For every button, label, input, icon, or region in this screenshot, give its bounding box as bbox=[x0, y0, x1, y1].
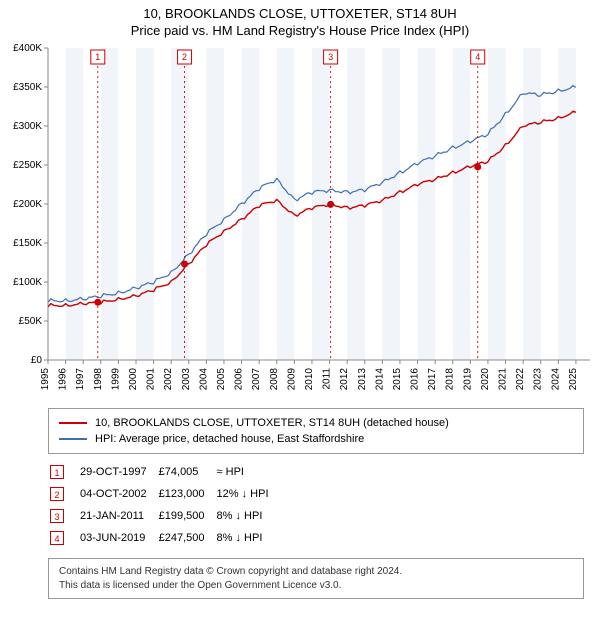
svg-text:£150K: £150K bbox=[13, 238, 42, 249]
svg-text:2022: 2022 bbox=[515, 368, 526, 391]
svg-text:1999: 1999 bbox=[110, 368, 121, 391]
svg-text:2005: 2005 bbox=[216, 368, 227, 391]
sale-date: 03-JUN-2019 bbox=[80, 528, 157, 548]
svg-text:2006: 2006 bbox=[234, 368, 245, 391]
svg-text:2010: 2010 bbox=[304, 368, 315, 391]
svg-text:£0: £0 bbox=[31, 355, 43, 366]
svg-text:1996: 1996 bbox=[58, 368, 69, 391]
svg-text:£250K: £250K bbox=[13, 160, 42, 171]
svg-text:2020: 2020 bbox=[480, 368, 491, 391]
svg-text:1995: 1995 bbox=[40, 368, 51, 391]
svg-text:2015: 2015 bbox=[392, 368, 403, 391]
sale-price: £247,500 bbox=[159, 528, 215, 548]
svg-text:£300K: £300K bbox=[13, 121, 42, 132]
table-row: 1 29-OCT-1997£74,005≈ HPI bbox=[50, 462, 279, 482]
svg-text:2001: 2001 bbox=[146, 368, 157, 391]
sale-delta: 12% ↓ HPI bbox=[217, 484, 279, 504]
sale-price: £199,500 bbox=[159, 506, 215, 526]
sale-date: 21-JAN-2011 bbox=[80, 506, 157, 526]
sale-delta: 8% ↓ HPI bbox=[217, 528, 279, 548]
legend: 10, BROOKLANDS CLOSE, UTTOXETER, ST14 8U… bbox=[48, 408, 584, 454]
line-chart: £0 £50K £100K £150K £200K £250K £300K £350K £400… bbox=[0, 40, 600, 400]
title-address: 10, BROOKLANDS CLOSE, UTTOXETER, ST14 8U… bbox=[10, 6, 590, 21]
sale-price: £123,000 bbox=[159, 484, 215, 504]
svg-text:2007: 2007 bbox=[251, 368, 262, 391]
table-row: 4 03-JUN-2019£247,5008% ↓ HPI bbox=[50, 528, 279, 548]
legend-label: HPI: Average price, detached house, East… bbox=[95, 433, 364, 445]
svg-text:£100K: £100K bbox=[13, 277, 42, 288]
svg-text:2017: 2017 bbox=[427, 368, 438, 391]
svg-text:£50K: £50K bbox=[19, 316, 43, 327]
svg-text:2024: 2024 bbox=[550, 368, 561, 391]
legend-swatch bbox=[59, 422, 87, 424]
svg-text:2025: 2025 bbox=[568, 368, 579, 391]
svg-text:2012: 2012 bbox=[339, 368, 350, 391]
svg-text:2009: 2009 bbox=[286, 368, 297, 391]
table-row: 3 21-JAN-2011£199,5008% ↓ HPI bbox=[50, 506, 279, 526]
svg-text:2002: 2002 bbox=[163, 368, 174, 391]
svg-text:2018: 2018 bbox=[445, 368, 456, 391]
chart-area: £0 £50K £100K £150K £200K £250K £300K £350K £400… bbox=[0, 40, 600, 400]
sale-marker-icon: 2 bbox=[50, 487, 64, 501]
svg-text:2021: 2021 bbox=[498, 368, 509, 391]
legend-item-subject: 10, BROOKLANDS CLOSE, UTTOXETER, ST14 8U… bbox=[59, 415, 573, 431]
svg-text:2019: 2019 bbox=[462, 368, 473, 391]
sale-price: £74,005 bbox=[159, 462, 215, 482]
svg-text:3: 3 bbox=[328, 52, 333, 62]
sale-marker-icon: 4 bbox=[50, 531, 64, 545]
svg-text:1: 1 bbox=[95, 52, 100, 62]
footer-line: This data is licensed under the Open Gov… bbox=[59, 579, 573, 593]
legend-swatch bbox=[59, 438, 87, 440]
svg-text:2004: 2004 bbox=[198, 368, 209, 391]
sale-marker-icon: 3 bbox=[50, 509, 64, 523]
sale-date: 29-OCT-1997 bbox=[80, 462, 157, 482]
svg-text:2: 2 bbox=[182, 52, 187, 62]
sale-marker-icon: 1 bbox=[50, 465, 64, 479]
svg-text:4: 4 bbox=[475, 52, 480, 62]
title-subtitle: Price paid vs. HM Land Registry's House … bbox=[10, 23, 590, 38]
svg-text:£350K: £350K bbox=[13, 82, 42, 93]
chart-container: 10, BROOKLANDS CLOSE, UTTOXETER, ST14 8U… bbox=[0, 0, 600, 599]
svg-text:2014: 2014 bbox=[374, 368, 385, 391]
title-block: 10, BROOKLANDS CLOSE, UTTOXETER, ST14 8U… bbox=[0, 0, 600, 40]
svg-text:2000: 2000 bbox=[128, 368, 139, 391]
svg-text:2013: 2013 bbox=[357, 368, 368, 391]
svg-text:2023: 2023 bbox=[533, 368, 544, 391]
sale-delta: ≈ HPI bbox=[217, 462, 279, 482]
sales-table: 1 29-OCT-1997£74,005≈ HPI 2 04-OCT-2002£123… bbox=[48, 460, 281, 550]
footer-attribution: Contains HM Land Registry data © Crown c… bbox=[48, 558, 584, 599]
table-row: 2 04-OCT-2002£123,00012% ↓ HPI bbox=[50, 484, 279, 504]
svg-text:1997: 1997 bbox=[75, 368, 86, 391]
svg-text:2003: 2003 bbox=[181, 368, 192, 391]
svg-text:2011: 2011 bbox=[322, 368, 333, 390]
footer-line: Contains HM Land Registry data © Crown c… bbox=[59, 565, 573, 579]
svg-text:2016: 2016 bbox=[410, 368, 421, 391]
svg-text:£400K: £400K bbox=[13, 43, 42, 54]
svg-text:£200K: £200K bbox=[13, 199, 42, 210]
sale-date: 04-OCT-2002 bbox=[80, 484, 157, 504]
legend-item-hpi: HPI: Average price, detached house, East… bbox=[59, 431, 573, 447]
svg-text:1998: 1998 bbox=[93, 368, 104, 391]
legend-label: 10, BROOKLANDS CLOSE, UTTOXETER, ST14 8U… bbox=[95, 417, 449, 429]
svg-text:2008: 2008 bbox=[269, 368, 280, 391]
sale-delta: 8% ↓ HPI bbox=[217, 506, 279, 526]
